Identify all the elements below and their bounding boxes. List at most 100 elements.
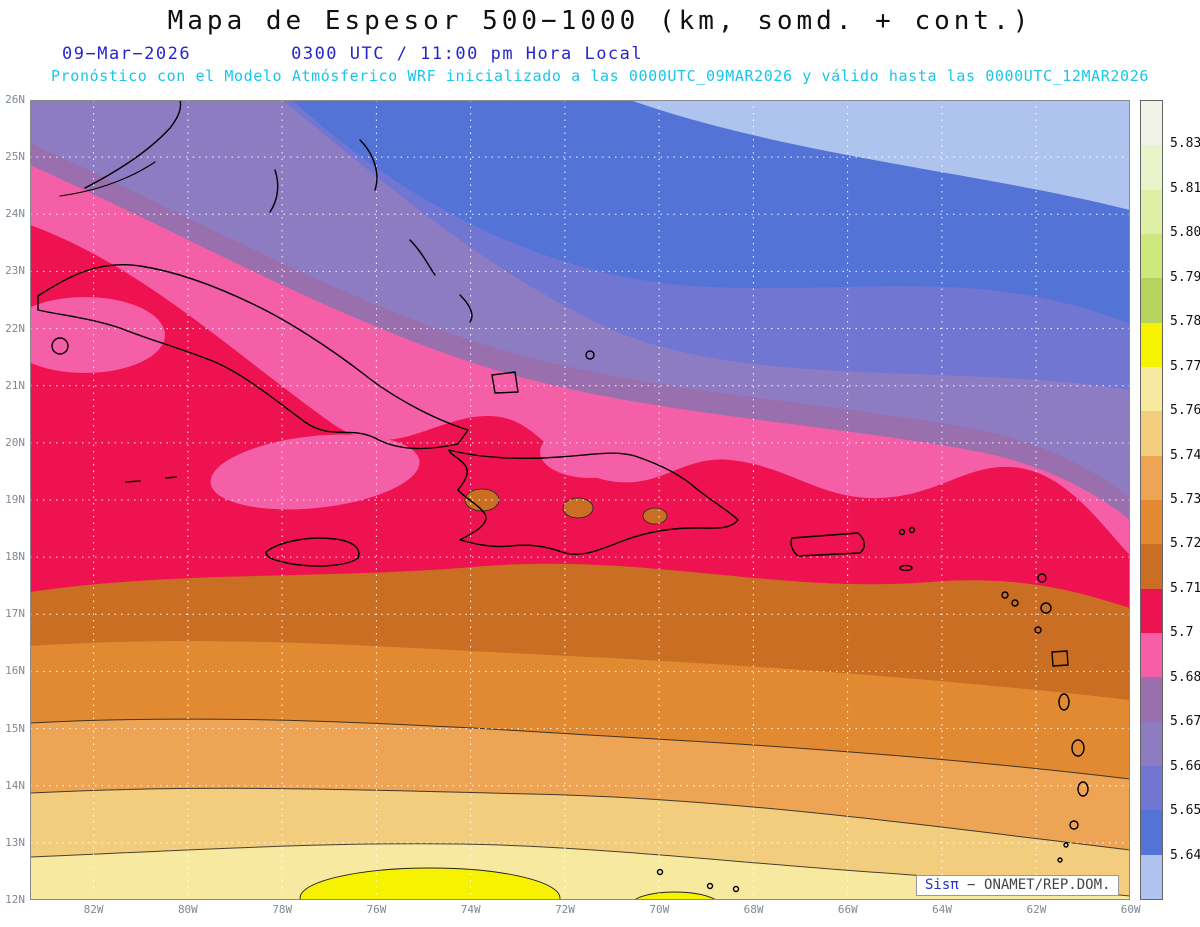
coastline-isla-juventud bbox=[51, 337, 69, 355]
colorbar-tick-label: 5.652 bbox=[1170, 803, 1200, 819]
colorbar-tick-label: 5.807 bbox=[1170, 225, 1200, 241]
lon-axis: 82W 80W 78W 76W 74W 72W 70W 68W 66W 64W 62W 60W bbox=[30, 903, 1141, 919]
lat-tick-label: 18N bbox=[5, 550, 25, 564]
lon-tick-label: 74W bbox=[460, 903, 481, 916]
coastline-virgin-islands bbox=[908, 526, 916, 534]
lon-tick-label: 70W bbox=[649, 903, 670, 916]
orange-spot bbox=[642, 507, 668, 525]
coastline-guadeloupe bbox=[1051, 650, 1069, 667]
coastline-st-kitts bbox=[1001, 591, 1009, 599]
lon-tick-label: 64W bbox=[932, 903, 953, 916]
colorbar-segment bbox=[1141, 278, 1162, 323]
lat-tick-label: 12N bbox=[5, 893, 25, 906]
colorbar-tick-label: 5.831 bbox=[1170, 136, 1200, 152]
coastline-puerto-rico bbox=[790, 532, 865, 557]
colorbar-tick-label: 5.64 bbox=[1170, 847, 1200, 863]
coastline-grenadines bbox=[1057, 857, 1063, 863]
colorbar-tick-label: 5.7 bbox=[1170, 625, 1194, 641]
colorbar-segment bbox=[1141, 810, 1162, 855]
date-label: 09−Mar−2026 bbox=[62, 44, 192, 64]
coastline-antigua bbox=[1040, 602, 1052, 614]
coastline-nevis bbox=[1011, 599, 1019, 607]
lon-tick-label: 78W bbox=[272, 903, 293, 916]
colorbar-tick-label: 5.819 bbox=[1170, 180, 1200, 196]
coastline-virgin-islands bbox=[898, 528, 906, 536]
colorbar-tick-label: 5.748 bbox=[1170, 447, 1200, 463]
coastline-andros bbox=[269, 169, 279, 213]
pink-pocket bbox=[540, 426, 640, 478]
colorbar-tick-label: 5.688 bbox=[1170, 669, 1200, 685]
lon-tick-label: 80W bbox=[177, 903, 198, 916]
attribution-text: − ONAMET/REP.DOM. bbox=[967, 877, 1111, 893]
lat-tick-label: 20N bbox=[5, 435, 25, 449]
colorbar-segment bbox=[1141, 233, 1162, 279]
colorbar-tick-label: 5.724 bbox=[1170, 536, 1200, 552]
thickness-map-svg bbox=[30, 100, 1130, 900]
band-paleyellow bbox=[30, 843, 1130, 900]
lon-tick-label: 60W bbox=[1120, 903, 1141, 916]
attribution-brand: Sisπ bbox=[925, 877, 959, 893]
colorbar-segment bbox=[1141, 632, 1162, 678]
lat-tick-label: 22N bbox=[5, 321, 25, 335]
colorbar-tick-label: 5.664 bbox=[1170, 758, 1200, 774]
coastline-grenadines bbox=[1063, 842, 1069, 848]
page-title: Mapa de Espesor 500−1000 (km, somd. + co… bbox=[167, 6, 1033, 36]
lat-tick-label: 13N bbox=[5, 835, 25, 849]
lon-tick-label: 76W bbox=[366, 903, 387, 916]
coastline-cuba bbox=[37, 264, 469, 450]
colorbar-segment bbox=[1141, 588, 1162, 633]
coastline-montserrat bbox=[1034, 626, 1042, 634]
contour-bands bbox=[30, 100, 1130, 900]
attribution-box: Sisπ − ONAMET/REP.DOM. bbox=[916, 875, 1120, 896]
lon-tick-label: 72W bbox=[555, 903, 575, 916]
colorbar-segment bbox=[1141, 499, 1162, 545]
coastline-st-vincent bbox=[1069, 820, 1079, 830]
orange-spot bbox=[562, 497, 594, 519]
lon-tick-label: 66W bbox=[837, 903, 858, 916]
colorbar-segment bbox=[1141, 411, 1162, 456]
colorbar-tick-label: 5.795 bbox=[1170, 269, 1200, 285]
pink-pocket bbox=[30, 297, 165, 373]
coastline-jamaica bbox=[265, 537, 360, 567]
coastline-bonaire bbox=[732, 885, 740, 893]
colorbar-tick-label: 5.736 bbox=[1170, 492, 1200, 507]
coastline-acklins bbox=[459, 294, 473, 323]
colorbar-segment bbox=[1141, 189, 1162, 234]
forecast-line: Pronóstico con el Modelo Atmósferico WRF… bbox=[51, 67, 1149, 85]
colorbar-labels: 5.831 5.819 5.807 5.795 5.783 5.772 5.76 5.748 5… bbox=[1170, 100, 1200, 900]
coastline-curacao bbox=[706, 882, 714, 890]
coastline-st-lucia bbox=[1077, 781, 1089, 797]
colorbar-segment bbox=[1141, 322, 1162, 367]
colorbar-segment bbox=[1141, 544, 1162, 589]
contour-line bbox=[30, 718, 1130, 780]
lat-tick-label: 25N bbox=[5, 150, 25, 164]
lat-tick-label: 19N bbox=[5, 493, 25, 506]
graticule bbox=[30, 100, 1130, 900]
coastline-long-island bbox=[409, 239, 436, 276]
colorbar-segment bbox=[1141, 677, 1162, 722]
lat-axis: 26N 25N 24N 23N 22N 21N 20N 19N 18N 17N 16N 15N 14N 1… bbox=[0, 93, 28, 906]
coastlines bbox=[37, 100, 1089, 895]
coastline-martinique bbox=[1071, 739, 1085, 757]
coastline-turks bbox=[585, 350, 595, 360]
map-frame bbox=[30, 100, 1130, 900]
coastline-florida bbox=[84, 100, 182, 189]
coastline-inagua bbox=[491, 371, 519, 394]
lat-tick-label: 14N bbox=[5, 778, 25, 792]
datetime-line: 09−Mar−2026 0300 UTC / 11:00 pm Hora Loc… bbox=[62, 44, 643, 64]
coastline-aruba bbox=[656, 868, 664, 876]
time-label: 0300 UTC / 11:00 pm Hora Local bbox=[291, 44, 644, 64]
lon-tick-label: 82W bbox=[83, 903, 104, 916]
colorbar-segment bbox=[1141, 145, 1162, 190]
colorbar-tick-label: 5.772 bbox=[1170, 358, 1200, 374]
colorbar-segment bbox=[1141, 366, 1162, 412]
colorbar-segment bbox=[1141, 455, 1162, 500]
colorbar-segment bbox=[1141, 854, 1162, 899]
lon-tick-label: 62W bbox=[1026, 903, 1047, 916]
lat-tick-label: 15N bbox=[5, 721, 25, 735]
lon-tick-label: 68W bbox=[743, 903, 764, 916]
coastline-eleuthera bbox=[359, 139, 378, 191]
band-yellow-blob bbox=[299, 867, 561, 900]
coastline-hispaniola bbox=[448, 449, 739, 556]
colorbar bbox=[1140, 100, 1163, 900]
